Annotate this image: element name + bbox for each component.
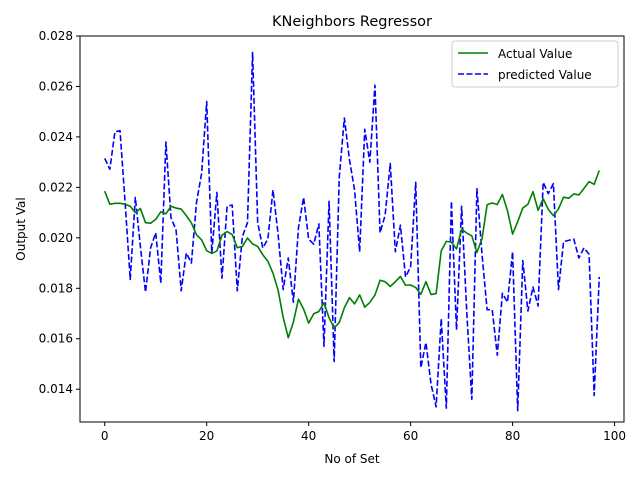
x-tick-label: 100 — [603, 429, 626, 443]
y-tick-label: 0.026 — [39, 79, 73, 93]
chart-title: KNeighbors Regressor — [272, 14, 432, 30]
y-axis-label: Output Val — [14, 197, 28, 260]
series-line-actual-value — [103, 170, 601, 339]
y-tick-label: 0.024 — [39, 130, 73, 144]
legend: Actual Value predicted Value — [451, 40, 619, 88]
y-tick-label: 0.022 — [39, 180, 73, 194]
y-tick-label: 0.016 — [39, 332, 73, 346]
legend-label-predicted-value: predicted Value — [498, 68, 592, 82]
x-axis-label: No of Set — [324, 452, 380, 466]
y-tick-label: 0.014 — [39, 382, 73, 396]
y-tick-label: 0.018 — [39, 281, 73, 295]
plot-area — [79, 35, 625, 423]
legend-label-actual-value: Actual Value — [498, 47, 572, 61]
x-tick-label: 60 — [403, 429, 418, 443]
x-tick-label: 40 — [301, 429, 316, 443]
y-axis: 0.014 0.016 0.018 0.020 0.022 0.024 0.026 0.028 — [39, 29, 80, 396]
y-tick-label: 0.028 — [39, 29, 73, 43]
series-layer — [103, 51, 601, 412]
x-tick-label: 80 — [505, 429, 520, 443]
legend-box — [451, 40, 619, 88]
y-tick-label: 0.020 — [39, 231, 73, 245]
x-tick-label: 0 — [101, 429, 109, 443]
x-axis: 0 20 40 60 80 100 — [101, 422, 626, 443]
x-tick-label: 20 — [199, 429, 214, 443]
series-line-predicted-value — [104, 51, 601, 412]
axes-frame — [79, 35, 625, 423]
